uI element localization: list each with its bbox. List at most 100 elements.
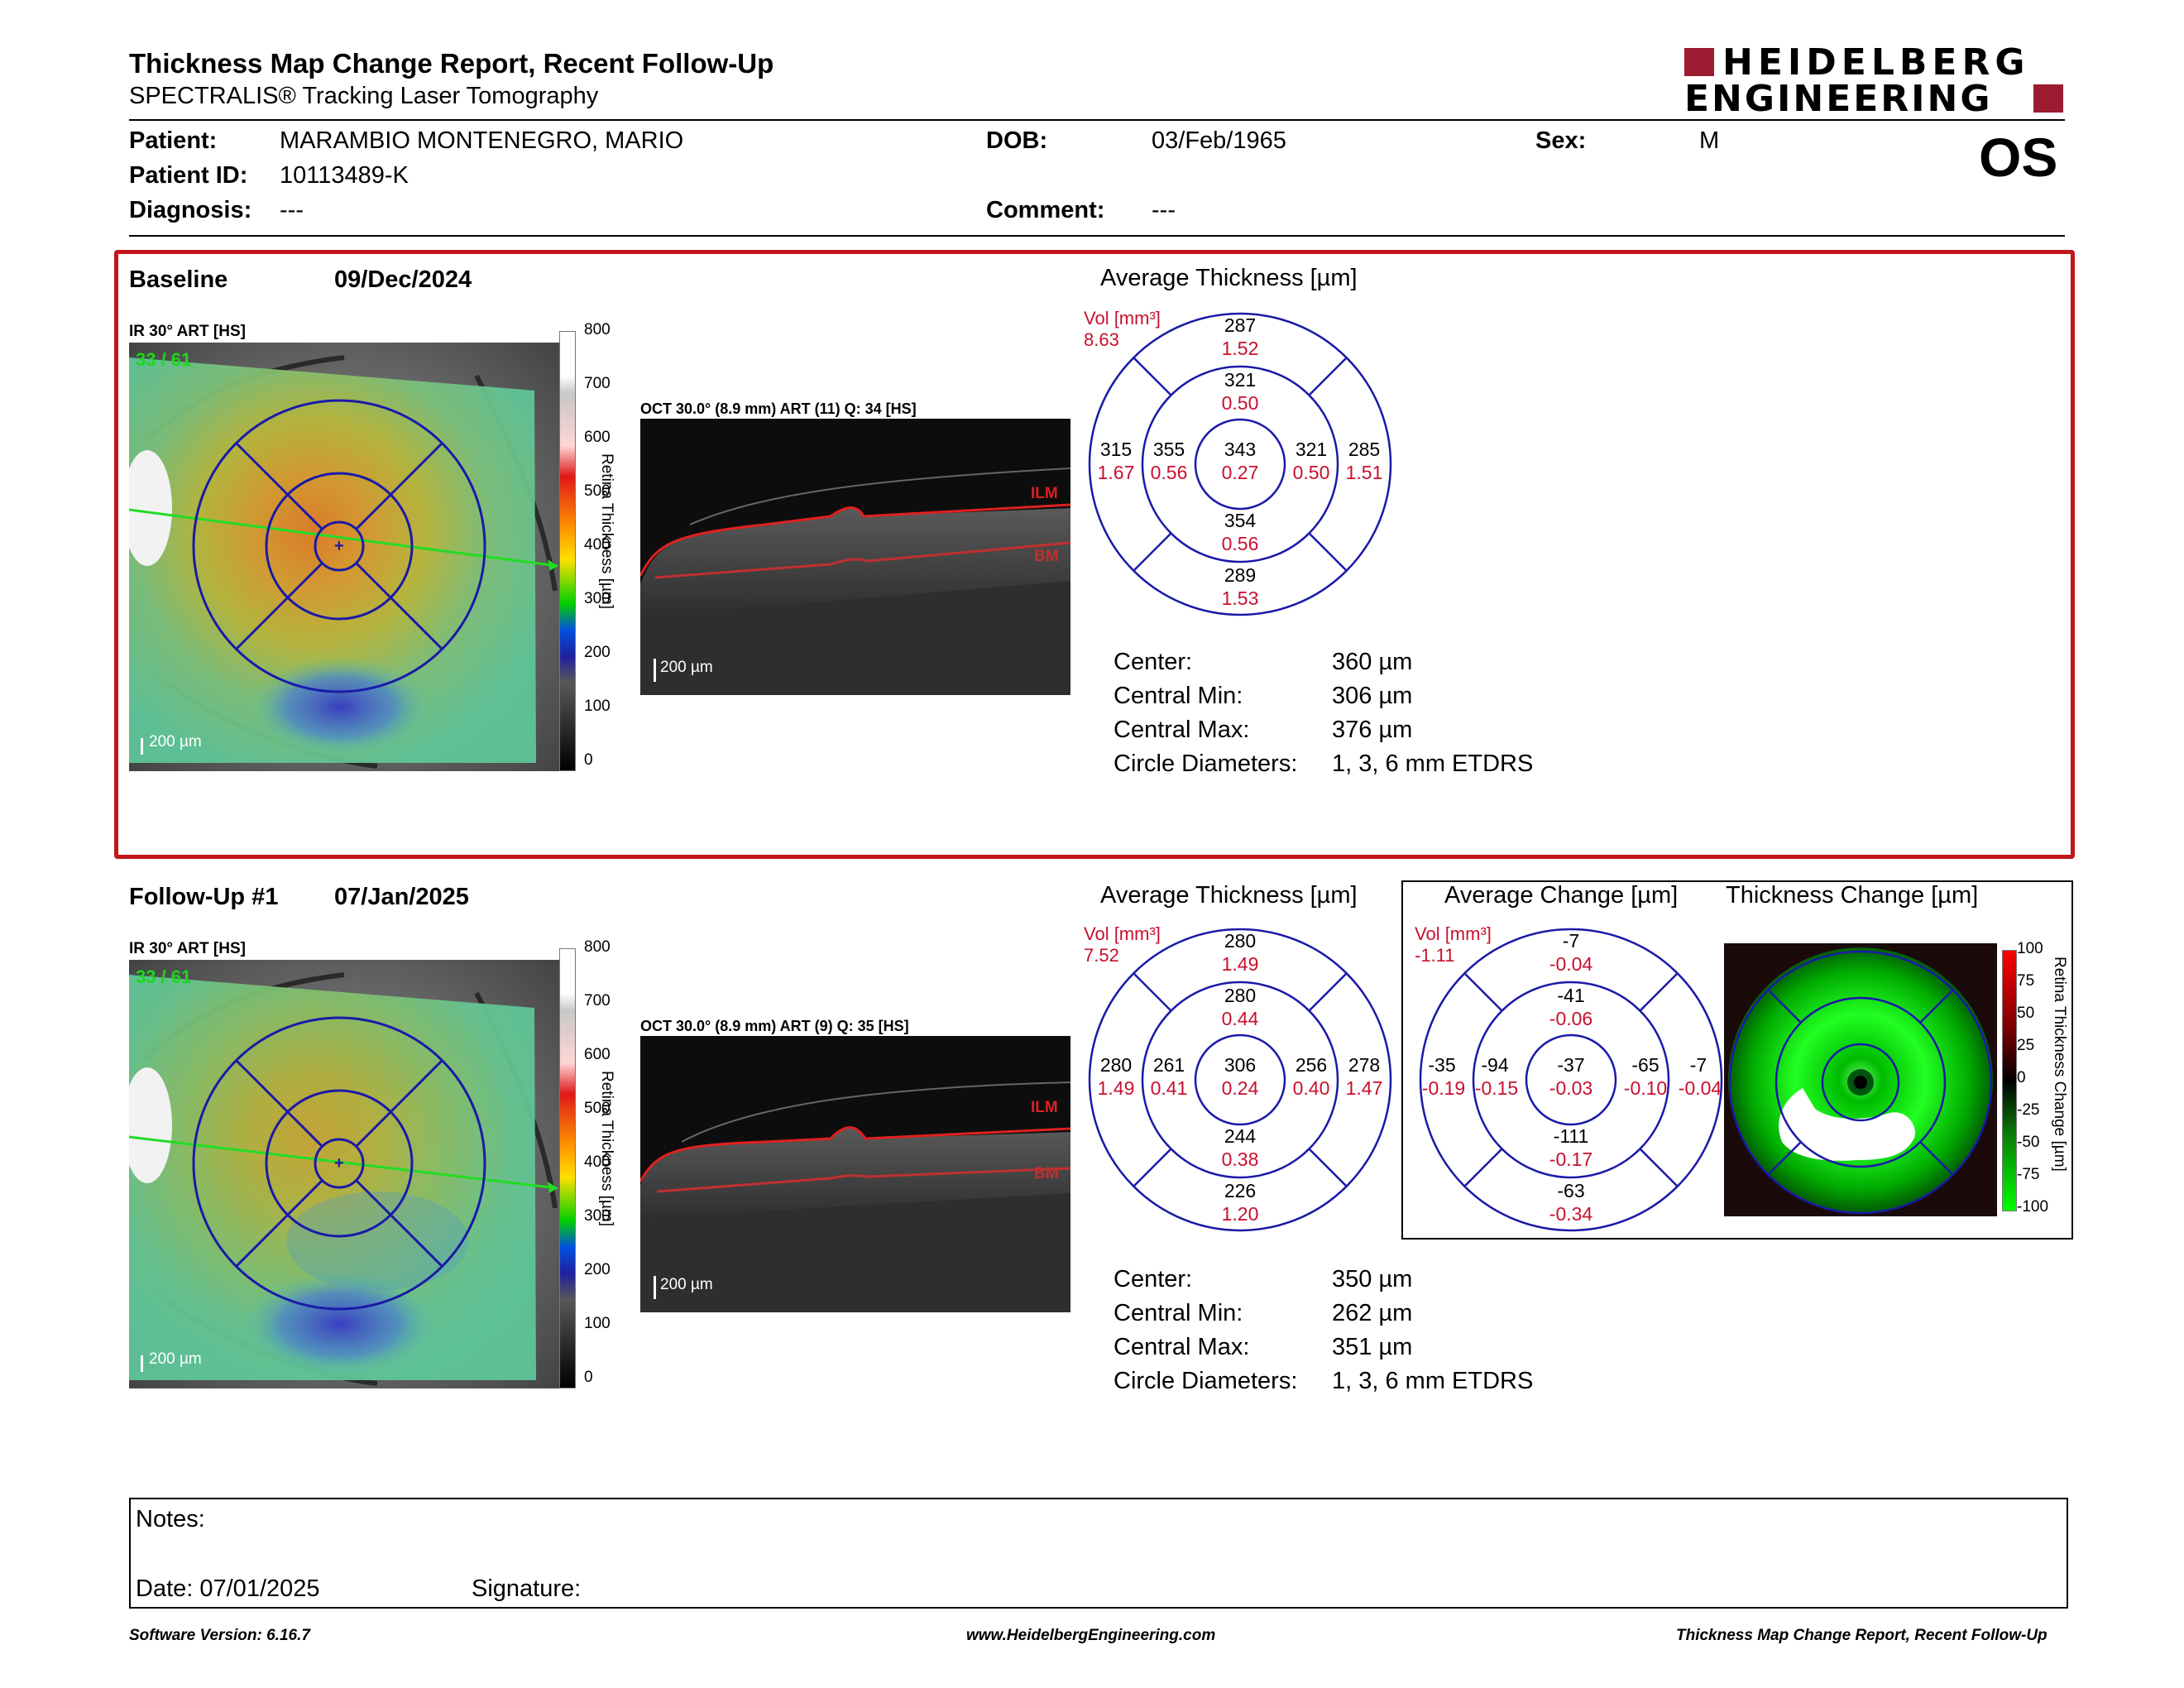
followup-colorbar [559, 948, 576, 1388]
tick-800: 800 [584, 321, 611, 338]
inner-temp-thickness: 355 [1152, 439, 1185, 460]
stat-max-value: 351 µm [1332, 1334, 1413, 1360]
stat-max-label: Central Max: [1114, 1334, 1250, 1360]
inner-inf-vol-change: -0.17 [1549, 1149, 1593, 1170]
change-vol-label: Vol [mm³] [1415, 923, 1492, 944]
inner-inf-change: -111 [1553, 1125, 1589, 1147]
patient-name: MARAMBIO MONTENEGRO, MARIO [280, 127, 684, 154]
header-divider [129, 119, 2065, 121]
tick-0: 0 [584, 1369, 593, 1386]
stat-diam-value: 1, 3, 6 mm ETDRS [1332, 1368, 1534, 1394]
inner-nas-volume: 0.40 [1292, 1077, 1330, 1099]
comment-value: --- [1152, 197, 1176, 223]
center-change: -37 [1557, 1054, 1585, 1076]
notes-date: Date: 07/01/2025 [136, 1575, 320, 1602]
outer-sup-change: -7 [1562, 930, 1580, 952]
inner-sup-volume: 0.44 [1221, 1008, 1259, 1029]
followup-bm-label: BM [1034, 1165, 1059, 1182]
report-title: Thickness Map Change Report, Recent Foll… [129, 48, 774, 79]
inner-temp-volume: 0.41 [1150, 1077, 1188, 1099]
tick-500: 500 [584, 482, 611, 500]
outer-inf-thickness: 226 [1224, 1180, 1257, 1201]
ctick-neg75: -75 [2017, 1166, 2040, 1183]
outer-inf-vol-change: -0.34 [1549, 1203, 1593, 1225]
followup-avg-title: Average Thickness [µm] [1100, 882, 1358, 909]
baseline-oct-scale: 200 µm [660, 659, 713, 676]
followup-etdrs-grid [1088, 928, 1392, 1232]
followup-etdrs-values: 280 1.49 280 0.44 280 1.49 261 0.41 306 … [1085, 925, 1395, 1235]
followup-map-scale: 200 µm [149, 1350, 202, 1368]
stat-min-value: 306 µm [1332, 683, 1413, 709]
outer-temp-change: -35 [1428, 1054, 1456, 1076]
followup-oct-bscan: ILM BM 200 µm [640, 1036, 1070, 1312]
outer-nas-volume: 1.51 [1345, 462, 1383, 483]
ctick-75: 75 [2017, 972, 2035, 990]
footer-software-version: Software Version: 6.16.7 [129, 1627, 310, 1644]
outer-inf-change: -63 [1557, 1180, 1585, 1201]
stat-max-value: 376 µm [1332, 717, 1413, 743]
outer-nas-vol-change: -0.04 [1678, 1077, 1722, 1099]
followup-etdrs-overlay: + [129, 1016, 558, 1311]
baseline-ilm-label: ILM [1031, 485, 1058, 502]
tick-100: 100 [584, 1315, 611, 1332]
ctick-0: 0 [2017, 1069, 2026, 1086]
outer-sup-thickness: 280 [1224, 930, 1257, 952]
outer-temp-volume: 1.67 [1097, 462, 1135, 483]
tick-200: 200 [584, 644, 611, 661]
change-title: Average Change [µm] [1444, 882, 1679, 909]
signature-label: Signature: [472, 1575, 582, 1602]
tick-300: 300 [584, 1207, 611, 1225]
ctick-50: 50 [2017, 1005, 2035, 1022]
notes-box[interactable] [129, 1498, 2068, 1609]
center-thickness: 306 [1224, 1054, 1257, 1076]
diagnosis-label: Diagnosis: [129, 197, 252, 223]
inner-inf-thickness: 354 [1224, 510, 1257, 531]
baseline-map-scale: 200 µm [149, 733, 202, 750]
stat-max-label: Central Max: [1114, 717, 1250, 743]
baseline-label: Baseline [129, 266, 228, 293]
tick-400: 400 [584, 1153, 611, 1171]
followup-oct-scale-bar [654, 1276, 656, 1299]
outer-temp-thickness: 315 [1099, 439, 1133, 460]
outer-temp-thickness: 280 [1099, 1054, 1133, 1076]
stat-diam-label: Circle Diameters: [1114, 1368, 1298, 1394]
stat-center-value: 350 µm [1332, 1266, 1413, 1292]
baseline-oct-label: OCT 30.0° (8.9 mm) ART (11) Q: 34 [HS] [640, 400, 917, 417]
stat-min-value: 262 µm [1332, 1300, 1413, 1326]
stat-diam-value: 1, 3, 6 mm ETDRS [1332, 750, 1534, 777]
inner-sup-vol-change: -0.06 [1549, 1008, 1593, 1029]
baseline-ir-label: IR 30° ART [HS] [129, 323, 246, 340]
inner-sup-thickness: 321 [1224, 369, 1257, 391]
baseline-stats: Center: 360 µm Central Min: 306 µm Centr… [1114, 649, 1610, 789]
inner-nas-thickness: 321 [1295, 439, 1328, 460]
center-thickness: 343 [1224, 439, 1257, 460]
ctick-neg100: -100 [2017, 1198, 2049, 1216]
change-colorbar-ticks: 100 75 50 25 0 -25 -50 -75 -100 [2017, 940, 2058, 1221]
followup-thickness-map: 33 / 61 200 µm [129, 960, 559, 1388]
change-panel [1401, 880, 2073, 1240]
followup-colorbar-ticks: 800 700 600 500 400 300 200 100 0 [579, 938, 629, 1402]
stat-min-label: Central Min: [1114, 683, 1243, 709]
footer-website[interactable]: www.HeidelbergEngineering.com [966, 1627, 1216, 1644]
diagnosis-value: --- [280, 197, 304, 223]
patient-id-label: Patient ID: [129, 162, 248, 189]
tick-400: 400 [584, 536, 611, 554]
logo-square-top [1684, 48, 1714, 76]
patient-id: 10113489-K [280, 162, 409, 189]
followup-stats: Center: 350 µm Central Min: 262 µm Centr… [1114, 1266, 1610, 1407]
inner-nas-thickness: 256 [1295, 1054, 1328, 1076]
baseline-oct-bscan: ILM BM 200 µm [640, 419, 1070, 695]
inner-inf-thickness: 244 [1224, 1125, 1257, 1147]
eye-indicator: OS [1979, 127, 2058, 188]
inner-sup-thickness: 280 [1224, 985, 1257, 1006]
tick-100: 100 [584, 698, 611, 715]
followup-label: Follow-Up #1 [129, 884, 279, 910]
followup-colorbar-title: Retina Thickness [µm] [598, 1071, 615, 1226]
outer-inf-thickness: 289 [1224, 564, 1257, 586]
change-colorbar-title: Retina Thickness Change [µm] [2051, 957, 2068, 1172]
sex-label: Sex: [1535, 127, 1587, 154]
change-vol-value: -1.11 [1415, 945, 1455, 966]
outer-sup-vol-change: -0.04 [1549, 953, 1593, 975]
inner-nas-volume: 0.50 [1292, 462, 1330, 483]
baseline-bm-label: BM [1034, 548, 1059, 565]
